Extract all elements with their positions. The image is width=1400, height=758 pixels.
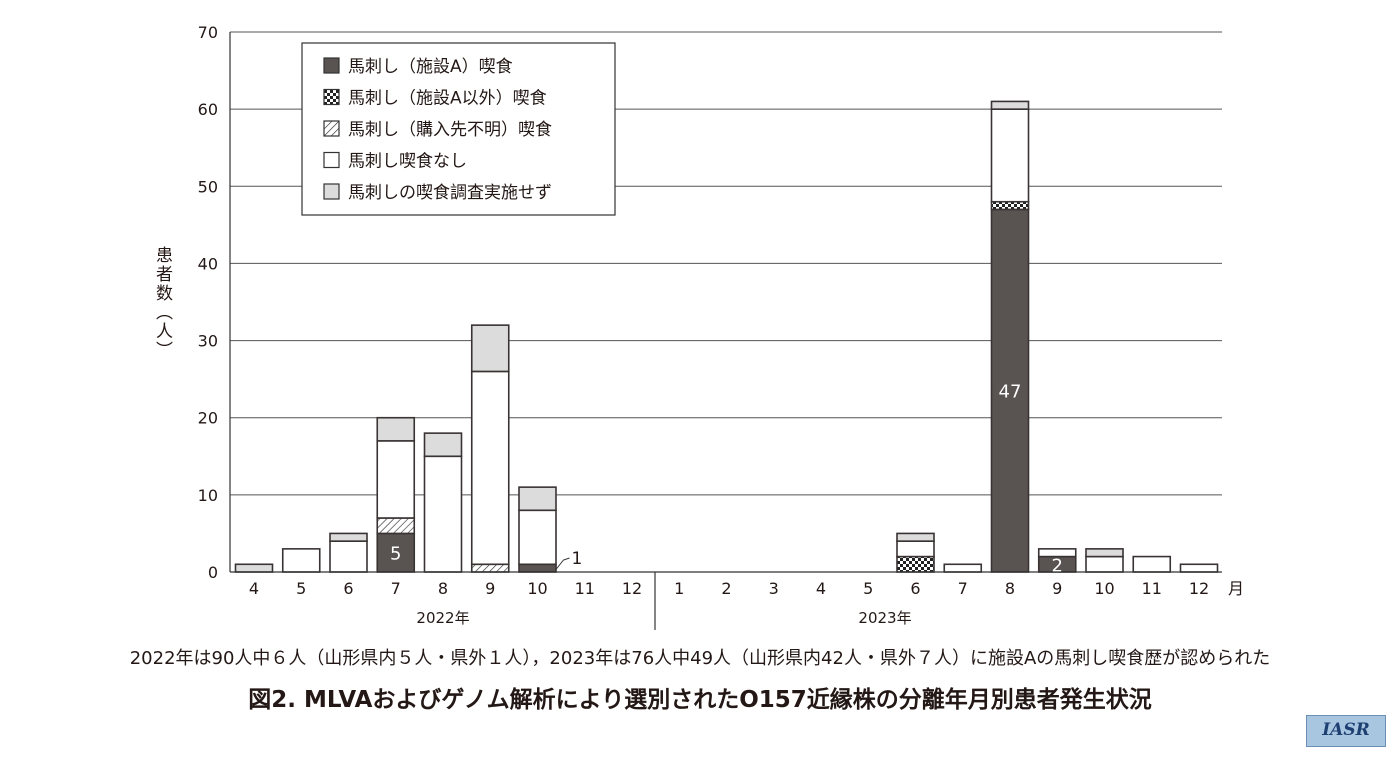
legend-label: 馬刺し（購入先不明）喫食 — [348, 120, 552, 140]
y-tick-label: 30 — [198, 332, 218, 351]
x-tick-label: 7 — [391, 579, 401, 598]
x-tick-label: 7 — [958, 579, 968, 598]
bar-segment — [990, 208, 1030, 573]
legend-label: 馬刺しの喫食調査実施せず — [348, 183, 552, 203]
x-tick-label: 6 — [910, 579, 920, 598]
x-tick-label: 9 — [485, 579, 495, 598]
x-tick-label: 8 — [438, 579, 448, 598]
data-label: 47 — [999, 382, 1022, 403]
bar-segment — [1132, 555, 1172, 573]
iasr-logo: IASR — [1306, 715, 1386, 747]
x-tick-label: 12 — [1189, 579, 1209, 598]
legend-label: 馬刺し（施設A以外）喫食 — [348, 89, 547, 109]
data-label: 2 — [1052, 555, 1063, 576]
bar-segment — [281, 548, 321, 573]
figure-title: 図2. MLVAおよびゲノム解析により選別されたO157近縁株の分離年月別患者発… — [248, 687, 1152, 713]
bar-segment — [518, 563, 557, 573]
bar-segment — [1179, 563, 1219, 573]
bar-segment — [1037, 548, 1077, 558]
bar-segment — [234, 563, 274, 573]
y-tick-label: 0 — [208, 563, 218, 582]
x-tick-label: 12 — [622, 579, 642, 598]
y-tick-label: 60 — [198, 100, 218, 119]
bar-segment — [518, 509, 557, 566]
bar-segment — [1085, 555, 1124, 573]
bar-segment — [470, 563, 510, 573]
bar-segment — [376, 517, 416, 535]
y-tick-label: 20 — [198, 409, 218, 428]
bar-segment — [990, 200, 1030, 211]
bar-segment — [896, 555, 935, 573]
x-tick-label: 4 — [816, 579, 826, 598]
legend-label: 馬刺し（施設A）喫食 — [348, 57, 513, 77]
footnote-text: 2022年は90人中６人（山形県内５人・県外１人），2023年は76人中49人（… — [129, 648, 1271, 669]
bar-segment — [329, 532, 368, 542]
bar-segment — [990, 100, 1030, 110]
y-tick-label: 70 — [198, 23, 218, 42]
year-label: 2022年 — [416, 609, 469, 627]
x-tick-label: 9 — [1052, 579, 1062, 598]
x-tick-label: 8 — [1005, 579, 1015, 598]
bar-segment — [1085, 548, 1124, 558]
x-unit-label: 月 — [1228, 579, 1244, 598]
x-tick-label: 10 — [527, 579, 547, 598]
bar-segment — [943, 563, 983, 573]
bar-segment — [518, 486, 557, 512]
x-tick-label: 4 — [249, 579, 259, 598]
x-tick-label: 11 — [575, 579, 595, 598]
x-tick-label: 10 — [1094, 579, 1114, 598]
x-tick-label: 3 — [769, 579, 779, 598]
bar-segment — [990, 108, 1030, 203]
legend-swatch — [323, 57, 340, 74]
y-axis-label: 患者数（人） — [152, 246, 172, 360]
bar-segment — [376, 416, 416, 442]
x-tick-label: 5 — [296, 579, 306, 598]
year-label: 2023年 — [858, 609, 911, 627]
y-tick-label: 40 — [198, 254, 218, 273]
legend-swatch — [323, 88, 340, 106]
x-tick-label: 11 — [1142, 579, 1162, 598]
x-tick-label: 5 — [863, 579, 873, 598]
annotation-leader — [555, 557, 570, 571]
legend-swatch — [323, 183, 340, 200]
x-tick-label: 6 — [343, 579, 353, 598]
bar-segment — [470, 324, 510, 373]
bar-segment — [423, 432, 463, 458]
bar-segment — [896, 540, 935, 558]
x-tick-label: 2 — [721, 579, 731, 598]
legend-box — [301, 42, 616, 216]
bar-segment — [423, 455, 463, 573]
y-tick-label: 10 — [198, 486, 218, 505]
legend-swatch — [323, 120, 340, 137]
footnote: 2022年は90人中６人（山形県内５人・県外１人），2023年は76人中49人（… — [0, 644, 1400, 670]
data-label: 5 — [390, 544, 401, 565]
y-tick-label: 50 — [198, 177, 218, 196]
bar-segment — [376, 440, 416, 519]
bar-segment — [329, 540, 368, 573]
legend-swatch — [323, 151, 340, 169]
bar-segment — [896, 532, 935, 542]
legend-label: 馬刺し喫食なし — [348, 152, 467, 172]
bar-segment — [470, 370, 510, 566]
annotation-label: 1 — [572, 549, 583, 569]
x-tick-label: 1 — [674, 579, 684, 598]
